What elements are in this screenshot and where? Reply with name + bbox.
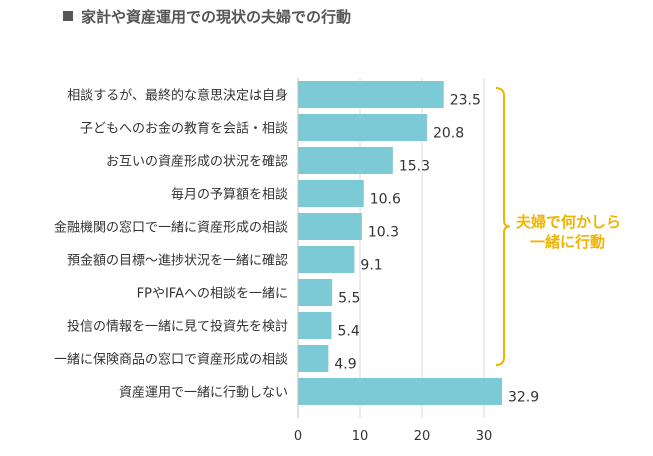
category-label: FPやIFAへの相談を一緒に [137, 286, 288, 302]
data-label: 9.1 [360, 258, 382, 274]
annotation-label: 夫婦で何かしら 一緒に行動 [516, 212, 640, 252]
data-label: 15.3 [399, 159, 430, 175]
bar [298, 114, 427, 141]
category-label: 資産運用で一緒に行動しない [119, 385, 288, 401]
bar [298, 246, 355, 273]
bar [298, 345, 329, 372]
bar [298, 180, 364, 207]
annotation-label-line2: 一緒に行動 [530, 233, 606, 251]
category-label: お互いの資産形成の状況を確認 [106, 154, 288, 170]
data-label: 20.8 [433, 126, 464, 142]
category-label: 子どもへのお金の教育を会話・相談 [80, 121, 288, 137]
bar [298, 378, 502, 405]
data-label: 32.9 [508, 390, 539, 406]
annotation-label-line1: 夫婦で何かしら [516, 213, 622, 231]
data-label: 10.6 [370, 192, 401, 208]
x-tick-label: 30 [476, 429, 493, 444]
bar [298, 312, 332, 339]
labels: 0 10 20 30 相談するが、最終的な意思決定は自身 23.5 子どもへのお金の教育を会… [54, 88, 539, 445]
bars [298, 81, 502, 405]
bar [298, 81, 444, 108]
category-label: 投信の情報を一緒に見て投資先を検討 [67, 319, 288, 335]
bar [298, 279, 333, 306]
annotation-bracket [495, 87, 511, 366]
category-label: 預金額の目標～進捗状況を一緒に確認 [67, 253, 288, 269]
data-label: 5.5 [338, 291, 360, 307]
category-label: 毎月の予算額を相談 [171, 187, 288, 203]
data-label: 10.3 [368, 225, 399, 241]
data-label: 4.9 [334, 357, 356, 373]
chart-title: 家計や資産運用での現状の夫婦での行動 [63, 4, 351, 28]
category-label: 一緒に保険商品の窓口で資産形成の相談 [54, 352, 288, 368]
x-tick-label: 10 [352, 429, 369, 444]
category-label: 相談するが、最終的な意思決定は自身 [67, 88, 288, 104]
title-bullet-square-icon [63, 11, 73, 21]
data-label: 5.4 [337, 324, 359, 340]
x-tick-label: 20 [414, 429, 431, 444]
data-label: 23.5 [450, 93, 481, 109]
chart-title-text: 家計や資産運用での現状の夫婦での行動 [81, 7, 352, 26]
bar [298, 213, 362, 240]
category-label: 金融機関の窓口で一緒に資産形成の相談 [54, 220, 288, 236]
bar [298, 147, 393, 174]
x-tick-label: 0 [294, 429, 302, 444]
